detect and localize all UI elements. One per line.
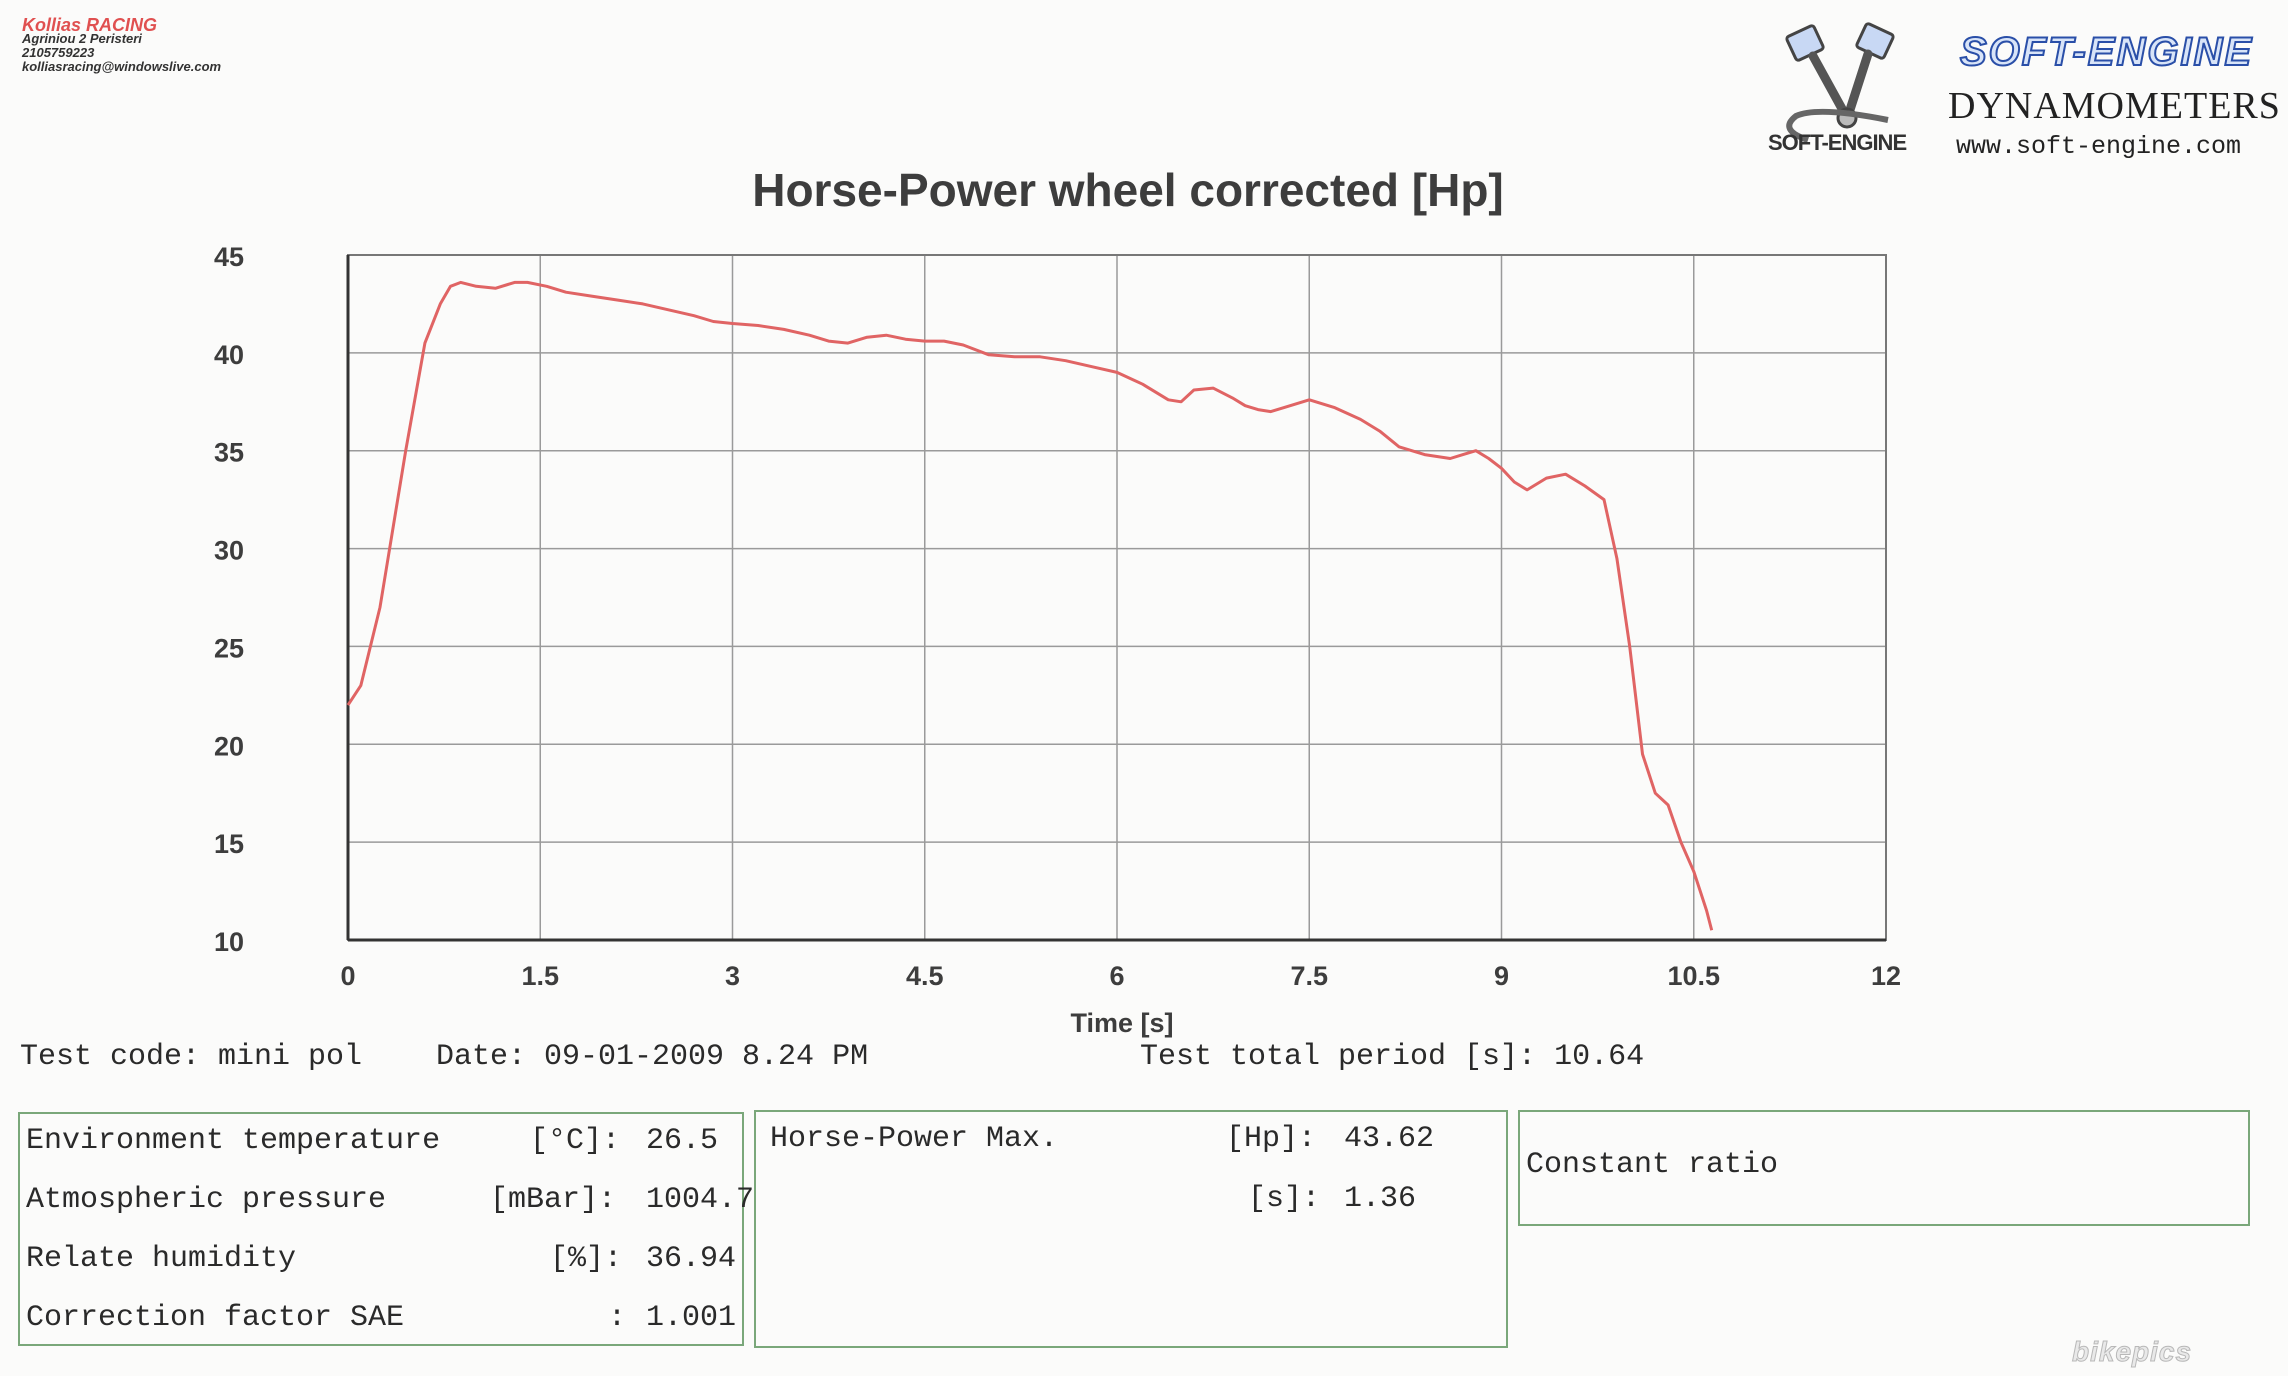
horse-power-chart: Horse-Power wheel corrected [Hp] 45 40 35 3… bbox=[214, 164, 1901, 1038]
series-layer bbox=[346, 280, 1714, 931]
x-tick-label: 3 bbox=[725, 961, 740, 991]
y-tick-label: 30 bbox=[214, 536, 244, 566]
logo-url: www.soft-engine.com bbox=[1956, 132, 2242, 161]
y-tick-label: 15 bbox=[214, 829, 244, 859]
env-temp-label: Environment temperature bbox=[26, 1124, 441, 1158]
test-total-period: Test total period [s]: 10.64 bbox=[1140, 1040, 1645, 1074]
constant-ratio-box bbox=[1518, 1110, 2250, 1226]
logo-subtitle: DYNAMOMETERS bbox=[1948, 85, 2281, 127]
x-tick-label: 0 bbox=[340, 961, 355, 991]
y-tick-label: 40 bbox=[214, 340, 244, 370]
test-code: Test code: mini pol bbox=[20, 1040, 363, 1074]
max-power-s-value: 1.36 bbox=[1344, 1182, 1417, 1216]
x-tick-label: 7.5 bbox=[1290, 961, 1328, 991]
env-pressure-unit: [mBar]: bbox=[490, 1183, 617, 1217]
watermark: bikepics bbox=[2071, 1336, 2193, 1368]
x-tick-label: 4.5 bbox=[906, 961, 944, 991]
x-tick-label: 6 bbox=[1109, 961, 1124, 991]
env-sae-value: 1.001 bbox=[646, 1301, 737, 1335]
env-humidity-value: 36.94 bbox=[646, 1242, 737, 1276]
env-pressure-label: Atmospheric pressure bbox=[26, 1183, 387, 1217]
company-name: Kollias RACING bbox=[22, 15, 158, 35]
max-power-hp-value: 43.62 bbox=[1344, 1122, 1435, 1156]
piston-icon bbox=[1785, 22, 1895, 143]
company-email: kolliasracing@windowslive.com bbox=[22, 59, 222, 74]
chart-title: Horse-Power wheel corrected [Hp] bbox=[752, 164, 1504, 216]
y-tick-label: 35 bbox=[214, 438, 244, 468]
max-power-label: Horse-Power Max. bbox=[770, 1122, 1059, 1156]
company-phone: 2105759223 bbox=[22, 45, 95, 60]
chart-grid bbox=[346, 254, 1887, 942]
max-power-hp-unit: [Hp]: bbox=[1226, 1122, 1317, 1156]
env-humidity-unit: [%]: bbox=[550, 1242, 623, 1276]
company-address: Agriniou 2 Peristeri bbox=[22, 31, 142, 46]
company-header: Kollias RACING Agriniou 2 Peristeri 2105… bbox=[22, 15, 222, 74]
env-sae-unit: : bbox=[608, 1301, 627, 1335]
x-axis-label: Time [s] bbox=[1070, 1008, 1173, 1038]
y-tick-label: 10 bbox=[214, 927, 244, 957]
y-tick-label: 25 bbox=[214, 633, 244, 663]
test-date: Date: 09-01-2009 8.24 PM bbox=[436, 1040, 869, 1074]
y-tick-label: 20 bbox=[214, 731, 244, 761]
env-temp-value: 26.5 bbox=[646, 1124, 719, 1158]
x-tick-label: 12 bbox=[1871, 961, 1901, 991]
env-humidity-label: Relate humidity bbox=[26, 1242, 297, 1276]
max-power-s-unit: [s]: bbox=[1248, 1182, 1321, 1216]
logo-mark-text: SOFT-ENGINE bbox=[1768, 130, 1907, 155]
x-tick-label: 1.5 bbox=[521, 961, 559, 991]
env-sae-label: Correction factor SAE bbox=[26, 1301, 405, 1335]
env-pressure-value: 1004.7 bbox=[646, 1183, 755, 1217]
soft-engine-logo: SOFT-ENGINE SOFT-ENGINE DYNAMOMETERS www… bbox=[1768, 20, 2281, 170]
y-tick-label: 45 bbox=[214, 242, 244, 272]
x-axis-ticks: 0 1.5 3 4.5 6 7.5 9 10.5 12 bbox=[340, 961, 1901, 991]
logo-brand: SOFT-ENGINE bbox=[1959, 29, 2254, 75]
max-power-box bbox=[754, 1110, 1508, 1348]
environment-box bbox=[18, 1112, 744, 1346]
y-axis-ticks: 45 40 35 30 25 20 15 10 bbox=[214, 242, 244, 957]
x-tick-label: 10.5 bbox=[1667, 961, 1720, 991]
constant-ratio-label: Constant ratio bbox=[1526, 1148, 1779, 1182]
x-tick-label: 9 bbox=[1494, 961, 1509, 991]
series-line-hp bbox=[346, 280, 1714, 931]
env-temp-unit: [°C]: bbox=[530, 1124, 621, 1158]
